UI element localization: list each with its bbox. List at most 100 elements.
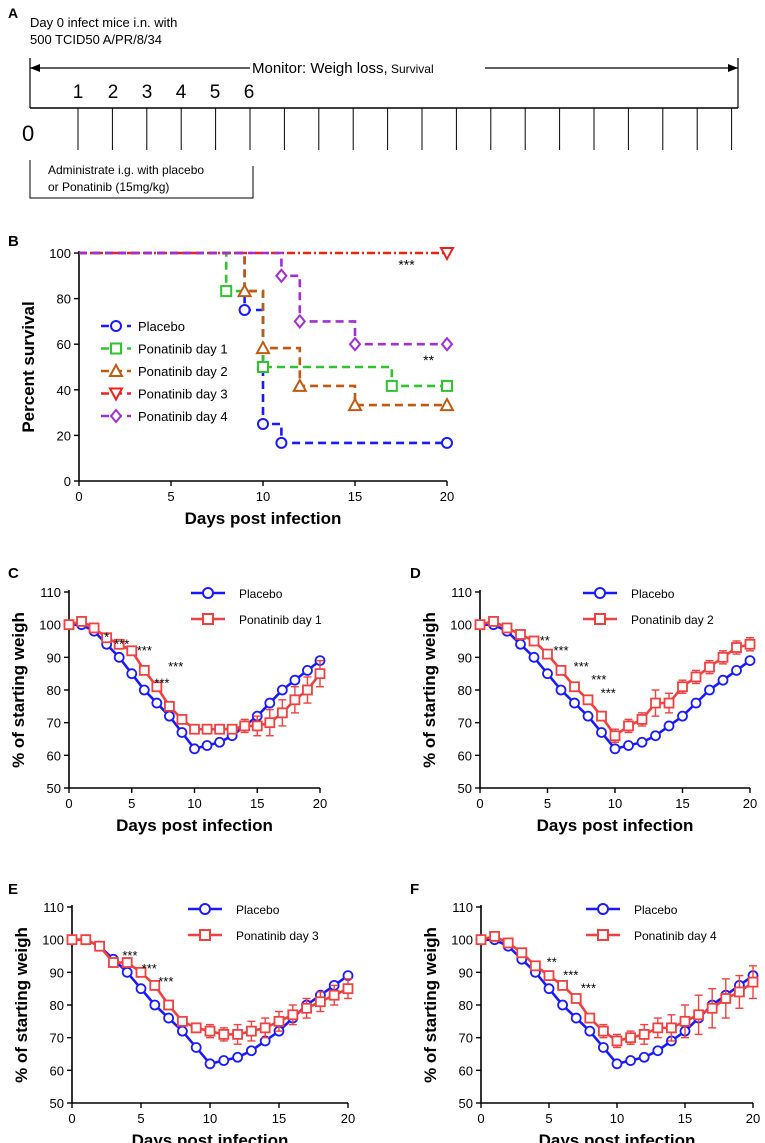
monitor-arrow-left-head bbox=[30, 64, 40, 72]
marker-square bbox=[135, 966, 147, 978]
y-tick-label: 100 bbox=[451, 933, 473, 948]
marker-square bbox=[488, 616, 499, 627]
marker-square bbox=[385, 379, 398, 392]
marker-square bbox=[138, 665, 150, 676]
marker-circle bbox=[121, 966, 133, 978]
significance-annotation: * bbox=[104, 630, 109, 645]
marker-square bbox=[80, 934, 92, 946]
y-tick-label: 100 bbox=[42, 933, 64, 948]
marker-square bbox=[720, 993, 732, 1004]
marker-square bbox=[594, 613, 606, 625]
marker-square bbox=[232, 1029, 244, 1040]
marker-circle bbox=[690, 697, 702, 709]
marker-triangle-up bbox=[255, 339, 271, 355]
monitor-arrow-right-head bbox=[728, 64, 738, 72]
significance-annotation: ** bbox=[540, 633, 550, 648]
y-axis-title: % of starting weigh bbox=[9, 612, 28, 768]
marker-square bbox=[163, 999, 175, 1011]
marker-square bbox=[276, 707, 288, 719]
marker-circle bbox=[214, 736, 226, 748]
admin-line-2: or Ponatinib (15mg/kg) bbox=[48, 180, 169, 194]
marker-square bbox=[734, 986, 745, 998]
marker-square bbox=[677, 681, 688, 693]
x-tick-label: 10 bbox=[187, 796, 201, 811]
timeline-day-label: 3 bbox=[142, 82, 153, 103]
series-ponatinib-day-2 bbox=[79, 251, 455, 412]
marker-circle bbox=[555, 684, 567, 696]
marker-square bbox=[663, 697, 675, 709]
marker-circle bbox=[582, 710, 594, 722]
marker-diamond bbox=[440, 336, 454, 352]
marker-square bbox=[530, 960, 541, 972]
legend-label: Ponatinib day 1 bbox=[138, 342, 228, 357]
marker-square bbox=[202, 613, 214, 625]
marker-square bbox=[489, 931, 501, 942]
marker-square bbox=[110, 342, 122, 355]
marker-square bbox=[475, 934, 487, 946]
y-tick-label: 40 bbox=[57, 383, 71, 398]
marker-square bbox=[502, 937, 514, 949]
panel-b-survival-chart: 0 20 40 60 80 100 0 5 10 15 20 Days post infection P… bbox=[8, 233, 455, 528]
legend-label: Ponatinib day 4 bbox=[138, 409, 228, 424]
marker-circle bbox=[717, 674, 729, 686]
series-ponatinib-day-1 bbox=[63, 616, 326, 737]
panel-label: F bbox=[410, 881, 419, 898]
timeline-day-label: 4 bbox=[176, 82, 187, 103]
y-tick-label: 100 bbox=[450, 618, 472, 633]
marker-square bbox=[214, 723, 226, 735]
panel-d-weight-chart: 50 60 70 80 90 100 110 0 5 10 15 20 Days post infect… bbox=[410, 565, 757, 835]
significance-annotation: *** bbox=[168, 659, 183, 674]
marker-square bbox=[314, 996, 326, 1008]
timeline-day-label: 1 bbox=[73, 82, 84, 103]
x-tick-label: 0 bbox=[75, 489, 82, 504]
marker-square bbox=[731, 642, 742, 653]
marker-square bbox=[289, 694, 301, 706]
marker-circle bbox=[650, 730, 661, 742]
legend-label: Ponatinib day 2 bbox=[138, 364, 228, 379]
marker-square bbox=[101, 632, 113, 644]
marker-square bbox=[201, 723, 213, 735]
marker-circle bbox=[594, 587, 606, 599]
marker-circle bbox=[289, 674, 301, 686]
marker-circle bbox=[528, 651, 540, 663]
significance-annotation: *** bbox=[553, 643, 568, 658]
marker-diamond bbox=[109, 408, 123, 424]
marker-circle bbox=[264, 697, 276, 709]
y-tick-label: 90 bbox=[459, 965, 473, 980]
legend-label: Ponatinib day 2 bbox=[631, 613, 714, 627]
marker-square bbox=[239, 720, 251, 732]
marker-square bbox=[264, 717, 276, 729]
y-tick-label: 50 bbox=[459, 1096, 473, 1111]
marker-circle bbox=[652, 1045, 664, 1057]
y-tick-label: 70 bbox=[458, 716, 472, 731]
marker-square bbox=[113, 638, 125, 650]
marker-circle bbox=[543, 983, 555, 995]
x-tick-label: 20 bbox=[743, 796, 757, 811]
panel-label-a: A bbox=[8, 5, 18, 21]
admin-line-1: Administrate i.g. with placebo bbox=[48, 163, 204, 177]
marker-square bbox=[151, 681, 163, 693]
survival-step-line bbox=[79, 251, 447, 346]
y-tick-label: 50 bbox=[50, 1096, 64, 1111]
series-placebo bbox=[474, 619, 756, 755]
marker-square bbox=[273, 1015, 285, 1027]
legend-label: Ponatinib day 4 bbox=[634, 929, 717, 943]
marker-square bbox=[598, 1025, 609, 1037]
timeline-day-label: 6 bbox=[244, 82, 255, 103]
marker-square bbox=[226, 723, 238, 735]
marker-triangle-up bbox=[108, 362, 124, 377]
marker-circle bbox=[276, 684, 288, 696]
legend: Placebo Ponatinib day 2 bbox=[583, 587, 714, 627]
panel-c-weight-chart: 50 60 70 80 90 100 110 0 5 10 15 20 Days post infect… bbox=[8, 565, 327, 835]
marker-circle bbox=[584, 1025, 596, 1037]
marker-circle bbox=[557, 999, 568, 1011]
series-ponatinib-day-1 bbox=[79, 251, 453, 392]
y-tick-label: 110 bbox=[43, 900, 64, 915]
legend-label: Ponatinib day 3 bbox=[138, 387, 228, 402]
x-tick-label: 15 bbox=[272, 1111, 286, 1126]
panel-label: B bbox=[8, 233, 19, 250]
series-ponatinib-day-4 bbox=[79, 251, 454, 352]
y-tick-label: 60 bbox=[57, 337, 71, 352]
marker-square bbox=[328, 989, 340, 1001]
